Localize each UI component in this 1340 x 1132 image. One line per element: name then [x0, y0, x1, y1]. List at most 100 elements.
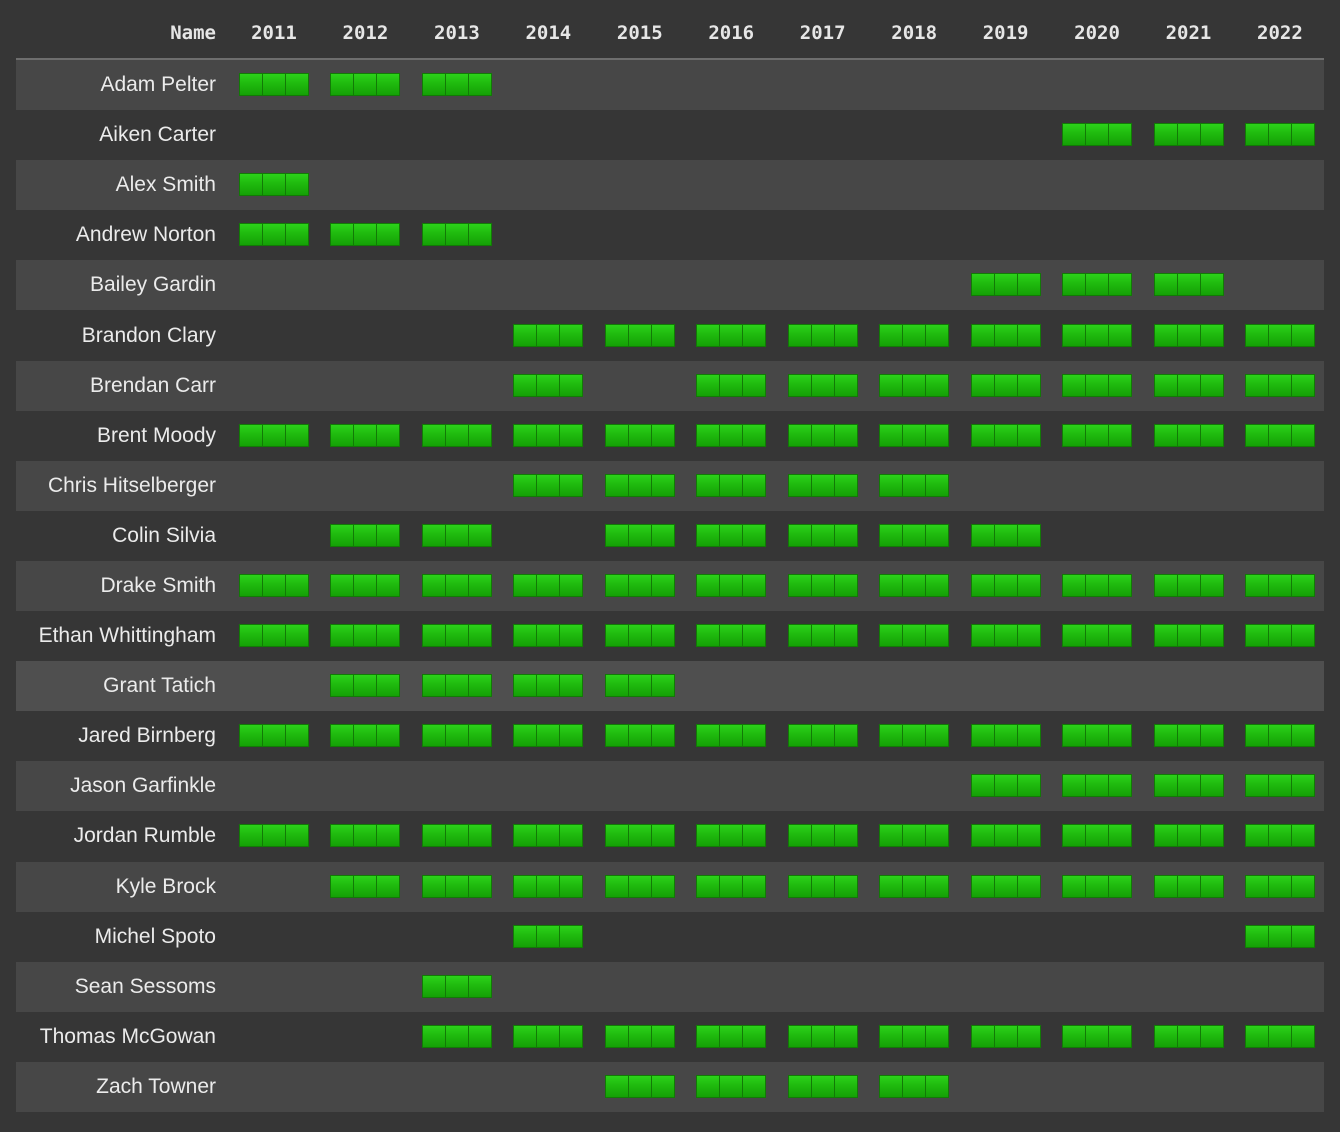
green-roster-bar-icon — [970, 624, 1041, 648]
year-column-header-2022: 2022 — [1257, 22, 1303, 44]
table-row: Brandon Clary — [16, 310, 1324, 360]
green-roster-bar-icon — [1062, 423, 1133, 447]
green-roster-bar-icon — [696, 724, 767, 748]
green-roster-bar-icon — [604, 824, 675, 848]
table-row: Ethan Whittingham — [16, 611, 1324, 661]
green-roster-bar-icon — [1153, 774, 1224, 798]
green-roster-bar-icon — [513, 824, 584, 848]
green-roster-bar-icon — [787, 724, 858, 748]
green-roster-bar-icon — [421, 73, 492, 97]
green-roster-bar-icon — [513, 924, 584, 948]
table-row: Thomas McGowan — [16, 1012, 1324, 1062]
green-roster-bar-icon — [1153, 624, 1224, 648]
green-roster-bar-icon — [879, 473, 950, 497]
green-roster-bar-icon — [1244, 624, 1315, 648]
green-roster-bar-icon — [879, 724, 950, 748]
table-body: Adam Pelter Aiken Carter Alex Smith Andrew … — [16, 60, 1324, 1112]
green-roster-bar-icon — [970, 273, 1041, 297]
table-row: Grant Tatich — [16, 661, 1324, 712]
year-column-header-2019: 2019 — [982, 22, 1029, 44]
player-name: Andrew Norton — [75, 223, 216, 247]
green-roster-bar-icon — [1153, 573, 1224, 597]
table-row: Drake Smith — [16, 560, 1324, 612]
player-name: Bailey Gardin — [89, 273, 216, 297]
player-name: Jason Garfinkle — [70, 774, 216, 798]
year-column-header-2012: 2012 — [342, 22, 389, 44]
year-column-header-2018: 2018 — [891, 22, 938, 44]
year-column-header-2013: 2013 — [434, 22, 480, 44]
player-name: Colin Silvia — [112, 523, 216, 547]
player-name: Michel Spoto — [94, 924, 216, 948]
player-name: Brandon Clary — [81, 323, 216, 347]
green-roster-bar-icon — [879, 824, 950, 848]
green-roster-bar-icon — [421, 674, 492, 698]
green-roster-bar-icon — [1062, 874, 1133, 898]
green-roster-bar-icon — [239, 573, 309, 597]
player-name: Zach Towner — [96, 1074, 216, 1098]
green-roster-bar-icon — [1062, 624, 1133, 648]
green-roster-bar-icon — [604, 724, 675, 748]
green-roster-bar-icon — [330, 523, 401, 547]
green-roster-bar-icon — [239, 824, 309, 848]
green-roster-bar-icon — [787, 824, 858, 848]
player-name: Aiken Carter — [99, 123, 216, 147]
green-roster-bar-icon — [1153, 874, 1224, 898]
year-column-header-2011: 2011 — [251, 22, 297, 44]
green-roster-bar-icon — [1244, 323, 1315, 347]
green-roster-bar-icon — [1244, 924, 1315, 948]
green-roster-bar-icon — [1244, 123, 1315, 147]
green-roster-bar-icon — [787, 624, 858, 648]
green-roster-bar-icon — [1153, 1024, 1224, 1048]
green-roster-bar-icon — [879, 874, 950, 898]
green-roster-bar-icon — [421, 573, 492, 597]
player-name: Brent Moody — [96, 423, 216, 447]
green-roster-bar-icon — [696, 1024, 767, 1048]
green-roster-bar-icon — [879, 573, 950, 597]
player-name: Sean Sessoms — [74, 974, 216, 998]
green-roster-bar-icon — [1153, 373, 1224, 397]
green-roster-bar-icon — [421, 423, 492, 447]
table-row: Jordan Rumble — [16, 811, 1324, 861]
green-roster-bar-icon — [879, 523, 950, 547]
table-row: Chris Hitselberger — [16, 460, 1324, 511]
green-roster-bar-icon — [970, 1024, 1041, 1048]
green-roster-bar-icon — [787, 573, 858, 597]
green-roster-bar-icon — [970, 724, 1041, 748]
green-roster-bar-icon — [421, 1024, 492, 1048]
green-roster-bar-icon — [604, 1024, 675, 1048]
green-roster-bar-icon — [1244, 573, 1315, 597]
green-roster-bar-icon — [970, 523, 1041, 547]
green-roster-bar-icon — [696, 523, 767, 547]
green-roster-bar-icon — [787, 1074, 858, 1098]
green-roster-bar-icon — [239, 223, 309, 247]
name-column-header: Name — [170, 22, 216, 44]
green-roster-bar-icon — [1244, 724, 1315, 748]
green-roster-bar-icon — [330, 73, 401, 97]
green-roster-bar-icon — [604, 573, 675, 597]
green-roster-bar-icon — [1062, 573, 1133, 597]
green-roster-bar-icon — [787, 323, 858, 347]
table-row: Sean Sessoms — [16, 961, 1324, 1012]
green-roster-bar-icon — [239, 173, 309, 197]
green-roster-bar-icon — [970, 824, 1041, 848]
green-roster-bar-icon — [1062, 123, 1133, 147]
table-row: Jared Birnberg — [16, 711, 1324, 761]
green-roster-bar-icon — [1062, 273, 1133, 297]
green-roster-bar-icon — [513, 373, 584, 397]
green-roster-bar-icon — [879, 624, 950, 648]
green-roster-bar-icon — [604, 323, 675, 347]
green-roster-bar-icon — [513, 874, 584, 898]
player-name: Thomas McGowan — [39, 1024, 216, 1048]
year-column-header-2021: 2021 — [1165, 22, 1212, 44]
green-roster-bar-icon — [1062, 774, 1133, 798]
green-roster-bar-icon — [330, 824, 401, 848]
table-row: Adam Pelter — [16, 60, 1324, 111]
green-roster-bar-icon — [970, 774, 1041, 798]
green-roster-bar-icon — [421, 223, 492, 247]
green-roster-bar-icon — [1153, 323, 1224, 347]
year-column-header-2014: 2014 — [525, 22, 572, 44]
player-name: Adam Pelter — [100, 73, 216, 97]
green-roster-bar-icon — [879, 323, 950, 347]
green-roster-bar-icon — [513, 724, 584, 748]
green-roster-bar-icon — [513, 674, 584, 698]
